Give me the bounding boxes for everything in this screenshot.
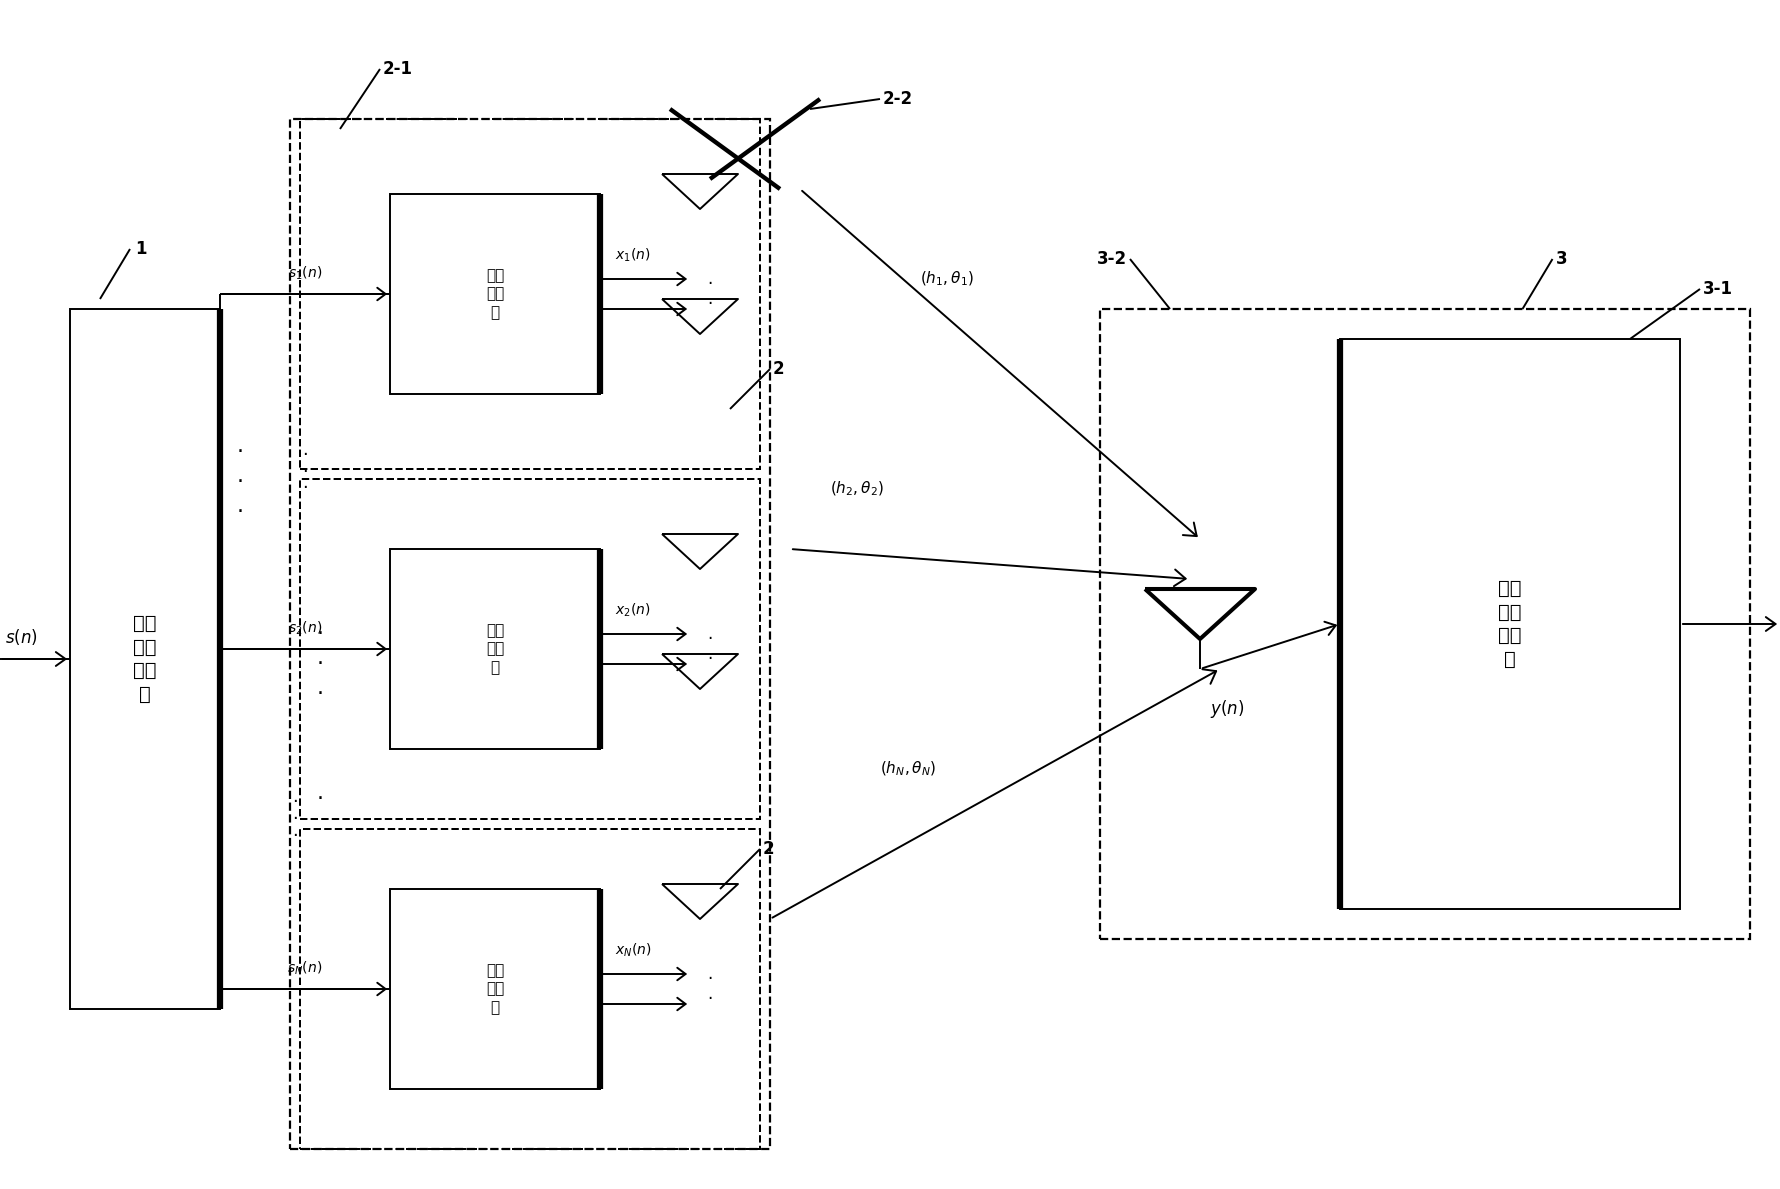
Bar (290, 119, 771, 1149)
Bar (301, 479, 760, 819)
Text: $x_1(n)$: $x_1(n)$ (616, 246, 650, 264)
Text: $y(n)$: $y(n)$ (1210, 698, 1244, 721)
Bar (390, 889, 600, 1089)
Text: $s_1(n)$: $s_1(n)$ (288, 265, 322, 282)
Text: ·
·: · · (707, 969, 712, 1008)
Text: 波束
形成
器: 波束 形成 器 (486, 623, 504, 675)
Text: ·: · (317, 654, 324, 674)
Text: 3-1: 3-1 (1703, 279, 1734, 298)
Text: 2: 2 (764, 839, 774, 858)
Text: $(h_N,\theta_N)$: $(h_N,\theta_N)$ (879, 760, 936, 778)
Text: ·: · (317, 684, 324, 704)
Text: $x_N(n)$: $x_N(n)$ (616, 942, 651, 960)
Text: 空时
分组
编码
器: 空时 分组 编码 器 (134, 615, 157, 704)
Text: 波束
形成
器: 波束 形成 器 (486, 963, 504, 1015)
Text: $(h_2,\theta_2)$: $(h_2,\theta_2)$ (829, 480, 885, 498)
Bar (1340, 339, 1680, 910)
Text: 2-2: 2-2 (883, 90, 913, 108)
Text: 1: 1 (135, 240, 146, 258)
Bar (69, 309, 221, 1009)
Text: ·
·
·: · · · (303, 446, 308, 497)
Text: ·: · (317, 789, 324, 809)
Bar (390, 194, 600, 394)
Text: ·: · (237, 472, 244, 491)
Text: 波束
形成
器: 波束 形成 器 (486, 268, 504, 320)
Text: ·: · (237, 441, 244, 461)
Bar (1100, 309, 1750, 939)
Bar (301, 829, 760, 1149)
Text: ·
·
·: · · · (292, 793, 297, 844)
Text: 2: 2 (773, 360, 785, 378)
Text: ·
·: · · (707, 630, 712, 668)
Text: $s(n)$: $s(n)$ (5, 627, 37, 647)
Text: ·
·: · · (707, 275, 712, 314)
Text: $x_2(n)$: $x_2(n)$ (616, 602, 650, 619)
Text: 3: 3 (1556, 250, 1566, 268)
Text: 空时
分组
译码
器: 空时 分组 译码 器 (1499, 579, 1522, 668)
Text: 3-2: 3-2 (1096, 250, 1127, 268)
Text: ·: · (317, 624, 324, 644)
Text: $(h_1,\theta_1)$: $(h_1,\theta_1)$ (920, 270, 974, 288)
Bar (390, 549, 600, 749)
Text: $s_2(n)$: $s_2(n)$ (288, 619, 322, 637)
Text: ·: · (237, 502, 244, 522)
Bar (301, 119, 760, 468)
Text: $s_N(n)$: $s_N(n)$ (287, 960, 322, 977)
Text: 2-1: 2-1 (383, 59, 413, 78)
